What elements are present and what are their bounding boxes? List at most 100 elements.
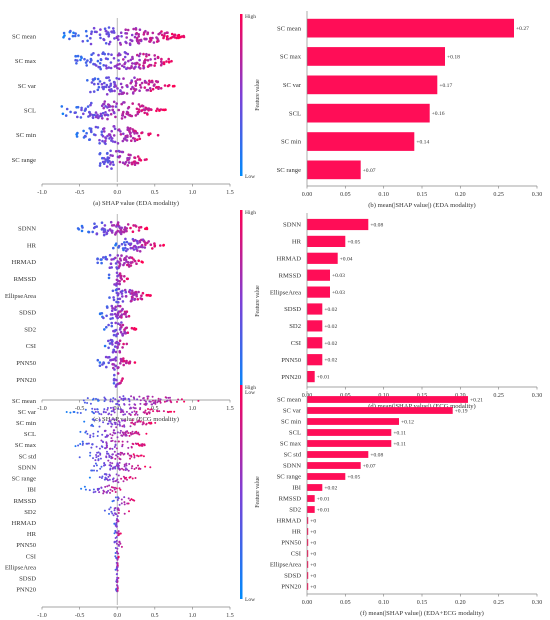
shap-point <box>112 296 115 299</box>
shap-point <box>108 342 112 345</box>
colorbar-low-label: Low <box>245 174 255 180</box>
shap-point <box>123 51 127 54</box>
shap-point <box>124 413 126 416</box>
shap-point <box>127 161 131 164</box>
shap-point <box>101 363 104 366</box>
shap-point <box>96 126 100 129</box>
shap-point <box>103 509 106 512</box>
shap-point <box>62 31 66 35</box>
shap-point <box>109 313 113 316</box>
shap-point <box>90 81 94 84</box>
shap-point <box>147 107 151 110</box>
shap-point <box>115 291 119 295</box>
shap-point <box>118 272 122 275</box>
shap-point <box>119 232 123 236</box>
shap-point <box>131 128 134 131</box>
shap-point <box>143 411 146 414</box>
shap-point <box>82 129 85 133</box>
shap-point <box>84 488 87 491</box>
shap-point <box>151 87 155 91</box>
shap-point <box>97 53 100 57</box>
shap-point <box>127 59 130 63</box>
shap-point <box>133 407 136 410</box>
shap-point <box>152 41 156 44</box>
shap-point <box>150 408 153 411</box>
shap-point <box>117 52 121 55</box>
shap-point <box>75 106 78 109</box>
feature-label: SDSD <box>19 576 36 583</box>
bar <box>307 75 438 95</box>
category-label: RMSSD <box>279 496 302 503</box>
shap-point <box>130 326 134 330</box>
shap-point <box>104 139 107 143</box>
shap-point <box>125 67 128 71</box>
shap-point <box>101 111 105 115</box>
shap-point <box>118 62 121 66</box>
shap-point <box>122 248 125 252</box>
shap-point <box>118 160 122 164</box>
shap-point <box>107 361 110 365</box>
shap-point <box>157 400 160 403</box>
shap-point <box>110 410 113 413</box>
shap-point <box>114 364 117 368</box>
shap-point <box>140 131 143 135</box>
shap-point <box>156 80 160 84</box>
shap-point <box>122 342 125 346</box>
feature-label: HR <box>27 242 37 249</box>
shap-point <box>138 241 142 244</box>
feature-label: SC mean <box>12 34 37 41</box>
shap-point <box>133 137 136 141</box>
shap-point <box>130 467 133 470</box>
shap-point <box>146 397 149 400</box>
shap-point <box>125 359 128 363</box>
shap-point <box>114 496 117 499</box>
shap-point <box>111 490 114 492</box>
shap-point <box>124 258 128 261</box>
shap-point <box>141 291 145 295</box>
shap-point <box>108 296 111 299</box>
shap-point <box>151 247 154 250</box>
shap-point <box>134 413 136 416</box>
shap-point <box>129 134 133 138</box>
shap-point <box>120 254 123 257</box>
shap-point <box>131 430 134 433</box>
shap-point <box>115 525 118 528</box>
shap-point <box>107 475 110 478</box>
shap-point <box>92 425 95 428</box>
shap-point <box>133 456 136 459</box>
shap-point <box>111 350 115 354</box>
shap-point <box>100 114 103 118</box>
shap-point <box>79 443 82 445</box>
shap-point <box>74 55 78 58</box>
shap-point <box>105 66 108 70</box>
shap-point <box>116 436 119 439</box>
shap-point <box>126 440 129 443</box>
shap-point <box>113 127 117 131</box>
x-tick-label: 0.10 <box>378 192 389 198</box>
bar-panel-b: SC mean +0.27 SC max +0.18 SC var +0.17 SCL +0.… <box>277 11 542 209</box>
shap-point <box>123 65 126 69</box>
shap-point <box>120 408 123 411</box>
shap-point <box>167 411 170 414</box>
shap-point <box>115 523 117 526</box>
x-tick-label: 0.00 <box>302 192 313 198</box>
shap-point <box>145 81 148 84</box>
bar <box>307 47 445 66</box>
shap-point <box>126 158 129 162</box>
shap-point <box>149 243 153 246</box>
shap-point <box>103 113 107 117</box>
shap-point <box>113 522 116 525</box>
shap-point <box>140 454 143 457</box>
shap-point <box>124 237 127 241</box>
shap-point <box>106 422 109 425</box>
shap-point <box>129 153 132 157</box>
shap-point <box>106 444 108 447</box>
shap-point <box>84 431 87 434</box>
shap-point <box>73 34 77 38</box>
shap-point <box>112 363 115 366</box>
colorbar <box>240 14 243 176</box>
shap-point <box>97 85 101 89</box>
shap-point <box>160 57 163 61</box>
shap-point <box>85 131 88 135</box>
shap-point <box>147 133 151 137</box>
